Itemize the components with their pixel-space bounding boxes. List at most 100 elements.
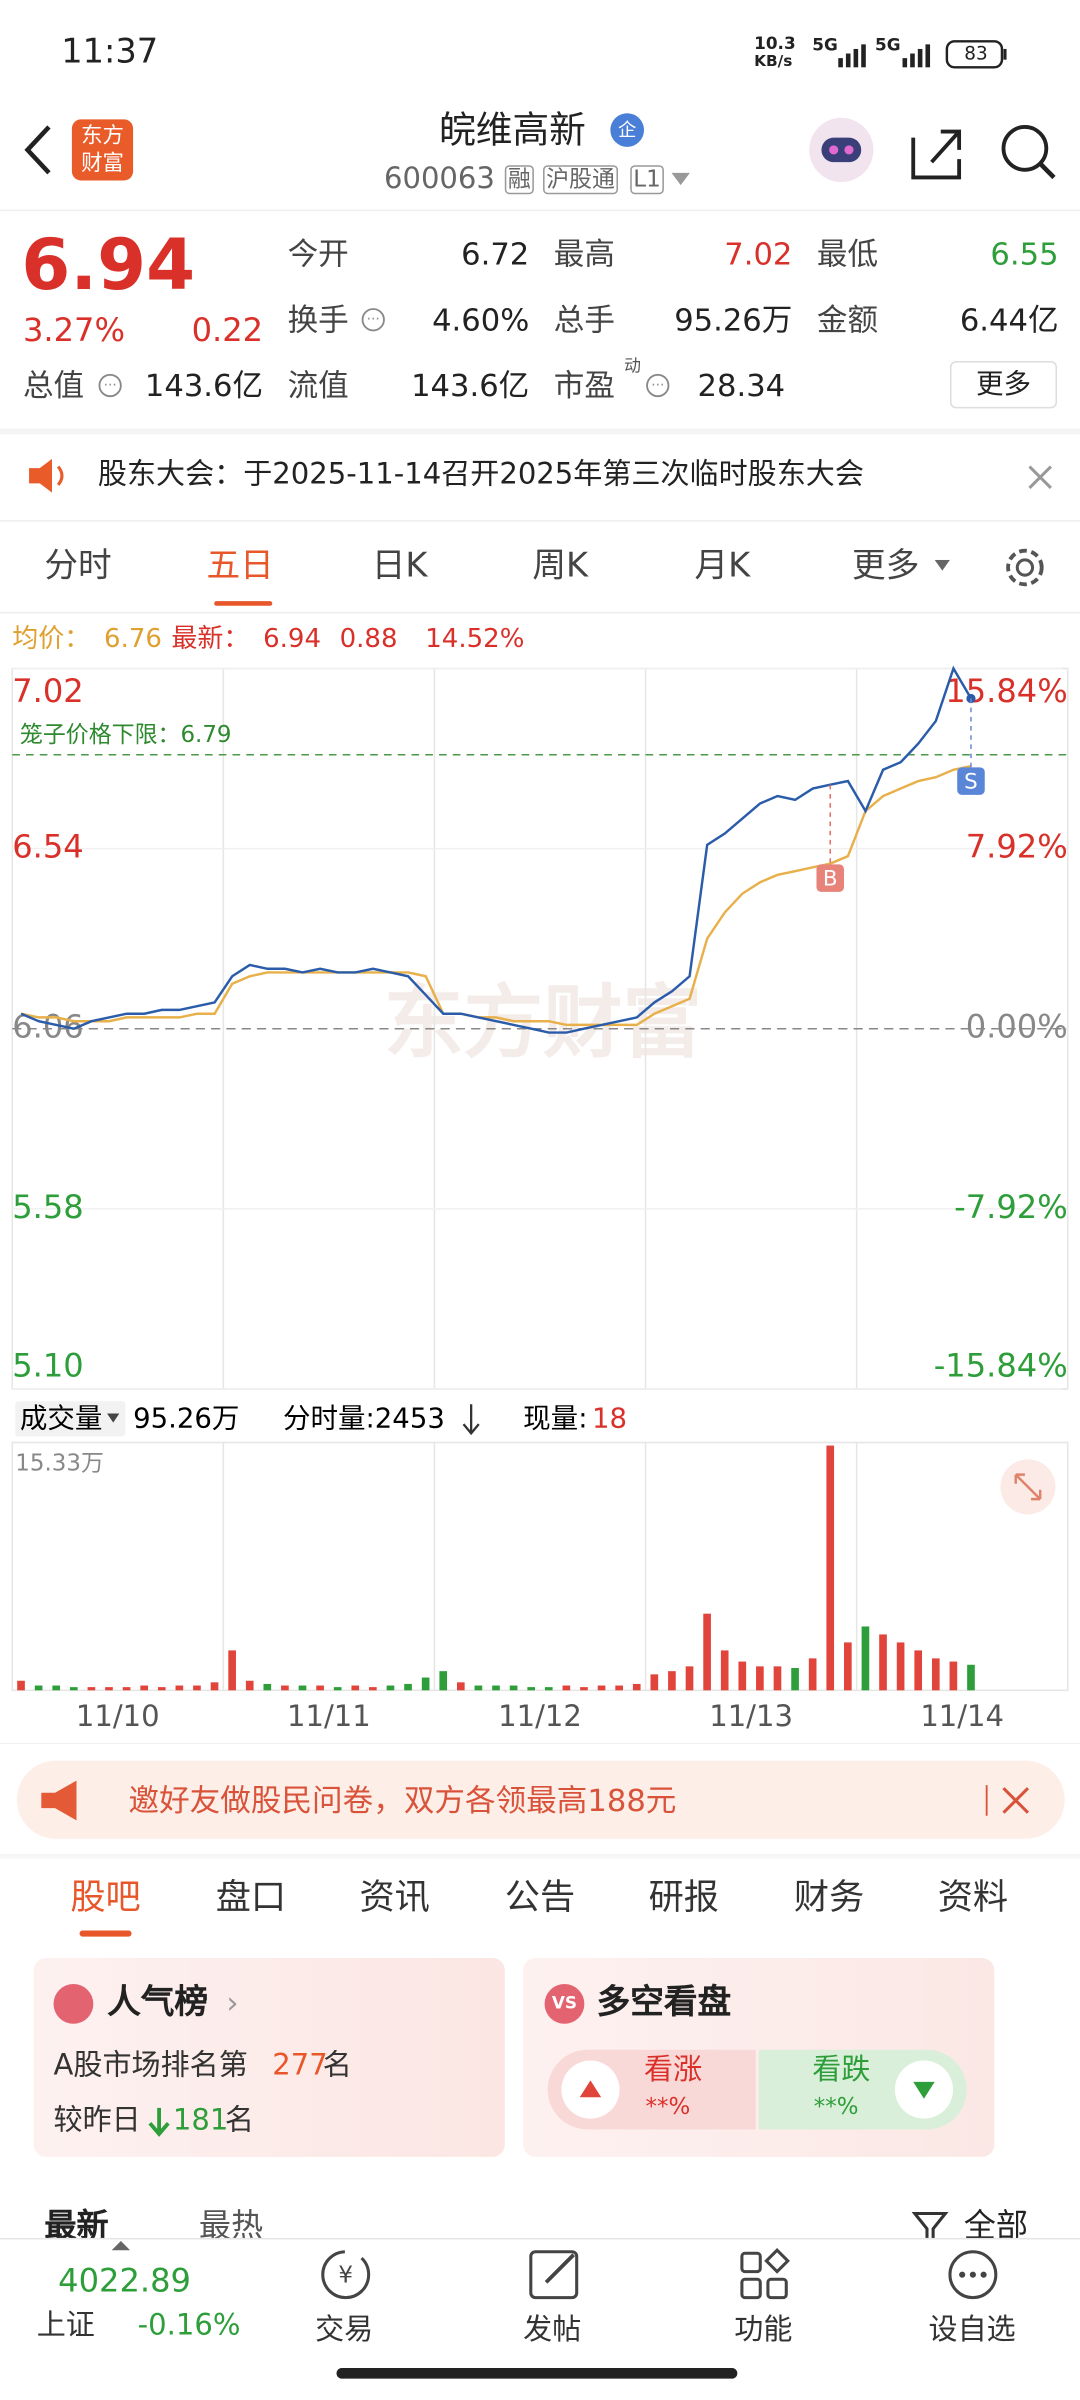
field-value: 143.6亿 xyxy=(144,367,264,404)
notice-text[interactable]: 股东大会：于2025-11-14召开2025年第三次临时股东大会 xyxy=(97,457,864,492)
back-button[interactable] xyxy=(15,122,61,177)
five-day-chart: 东方财富 成交量 95.26万 分时量:2453 现量: 18 15.33万 7… xyxy=(0,665,1080,1744)
promo-text[interactable]: 邀好友做股民问卷，双方各领最高188元 xyxy=(128,1782,677,1819)
index-name[interactable]: 上证 xyxy=(36,2308,95,2342)
volume-bar xyxy=(263,1683,272,1691)
diff-text: 较昨日 xyxy=(53,2103,141,2137)
volume-bar xyxy=(52,1685,61,1691)
svg-text:¥: ¥ xyxy=(338,2263,353,2289)
volume-bar xyxy=(351,1685,360,1691)
field-label: 今开 xyxy=(287,235,349,273)
close-button[interactable] xyxy=(1025,462,1056,493)
y2-tick-label: 15.84% xyxy=(945,672,1067,710)
section-tab[interactable]: 资讯 xyxy=(359,1878,430,1919)
buy-marker xyxy=(816,864,845,892)
x-tick-label: 11/13 xyxy=(709,1699,793,1733)
nav-item[interactable]: 功能 xyxy=(734,2312,793,2347)
volume-bar xyxy=(193,1685,201,1691)
volume-bar xyxy=(544,1687,553,1691)
stock-name: 皖维高新 xyxy=(439,108,586,152)
volume-bar xyxy=(861,1626,870,1691)
volume-bar xyxy=(844,1642,852,1691)
rank-card[interactable] xyxy=(33,1958,505,2157)
volume-bar xyxy=(509,1685,518,1691)
field-label: 总手 xyxy=(553,301,615,339)
diff-value: 181 xyxy=(172,2103,229,2137)
svg-text:···: ··· xyxy=(651,377,664,393)
app-logo[interactable]: 东方财富 xyxy=(71,119,134,181)
section-tab[interactable]: 资料 xyxy=(937,1878,1009,1919)
field-value: 6.72 xyxy=(461,235,530,273)
info-icon[interactable]: ··· xyxy=(644,372,672,400)
period-tab[interactable]: 分时 xyxy=(44,547,112,586)
index-value[interactable]: 4022.89 xyxy=(58,2262,191,2300)
dropdown[interactable] xyxy=(670,171,691,186)
close-button[interactable] xyxy=(982,1782,1037,1819)
avg-label: 均价： xyxy=(12,624,91,655)
section-tab[interactable]: 股吧 xyxy=(70,1878,141,1919)
sell-marker xyxy=(957,767,985,795)
settings-icon[interactable] xyxy=(1000,543,1049,592)
period-tab[interactable]: 日K xyxy=(371,547,428,586)
volume-bar xyxy=(439,1671,448,1691)
period-tab[interactable]: 周K xyxy=(532,547,589,586)
dropdown xyxy=(934,559,950,571)
volume-bar xyxy=(69,1687,78,1691)
pct-change: 3.27% xyxy=(22,312,126,349)
nav-item[interactable]: 交易 xyxy=(315,2312,374,2347)
volume-max: 15.33万 xyxy=(15,1450,104,1476)
x-tick-label: 11/11 xyxy=(287,1699,371,1733)
tab-underline xyxy=(214,601,273,606)
divider xyxy=(0,611,1080,614)
dropdown xyxy=(107,1413,120,1423)
volume-frame xyxy=(11,1441,1069,1692)
volume-bar xyxy=(967,1664,975,1691)
nav-item[interactable]: 发帖 xyxy=(523,2312,582,2347)
rank-text: 名 xyxy=(322,2048,352,2082)
period-tab[interactable]: 月K xyxy=(694,547,751,586)
field-value: 143.6亿 xyxy=(411,367,530,404)
filter-all[interactable]: 全部 xyxy=(963,2207,1028,2245)
sim: 5G xyxy=(874,35,901,56)
section-tab[interactable]: 财务 xyxy=(793,1878,865,1919)
field-label: 金额 xyxy=(816,301,879,339)
filter-latest[interactable]: 最新 xyxy=(44,2207,109,2245)
section-tab[interactable]: 公告 xyxy=(504,1878,576,1919)
filter-hot[interactable]: 最热 xyxy=(198,2207,264,2245)
section-tab[interactable]: 研报 xyxy=(648,1878,719,1919)
volume-selector[interactable] xyxy=(15,1401,126,1437)
limit-value: 6.79 xyxy=(180,721,231,747)
volume-bar xyxy=(808,1658,817,1691)
sell-label: S xyxy=(964,770,978,795)
current-label: 现量: xyxy=(523,1403,587,1435)
header-icons[interactable] xyxy=(806,116,1066,186)
y2-tick-label: -7.92% xyxy=(954,1188,1068,1226)
index-pct[interactable]: -0.16% xyxy=(137,2308,241,2342)
stock-code: 600063 xyxy=(383,162,495,196)
diff-text: 名 xyxy=(224,2103,254,2137)
nav-item[interactable]: 设自选 xyxy=(928,2312,1016,2347)
sim: 5G xyxy=(812,35,838,56)
volume-label[interactable]: 成交量 xyxy=(20,1403,103,1435)
promo-banner[interactable] xyxy=(16,1760,1065,1839)
abs-change: 0.22 xyxy=(191,312,264,349)
volume-bar xyxy=(580,1687,588,1691)
limit-label: 笼子价格下限：6.79 xyxy=(20,721,232,747)
volume-total: 95.26万 xyxy=(133,1403,239,1435)
volume-bar xyxy=(931,1658,940,1691)
section-tab[interactable]: 盘口 xyxy=(215,1878,287,1919)
volume-bar xyxy=(527,1687,536,1691)
volume-bar xyxy=(720,1650,729,1691)
y-tick-label: 5.58 xyxy=(12,1188,84,1226)
more-button[interactable]: 更多 xyxy=(949,361,1058,409)
period-tab[interactable]: 更多 xyxy=(852,547,920,586)
field-value: 7.02 xyxy=(724,235,793,273)
volume-bar xyxy=(562,1685,571,1691)
period-tab-active[interactable]: 五日 xyxy=(206,547,274,586)
y-tick-label: 7.02 xyxy=(12,672,84,710)
volume-bar xyxy=(949,1661,958,1691)
divider xyxy=(0,520,1080,522)
volume-bar xyxy=(703,1613,711,1691)
info-icon[interactable]: ··· xyxy=(359,306,387,334)
info-icon[interactable]: ··· xyxy=(96,372,124,400)
